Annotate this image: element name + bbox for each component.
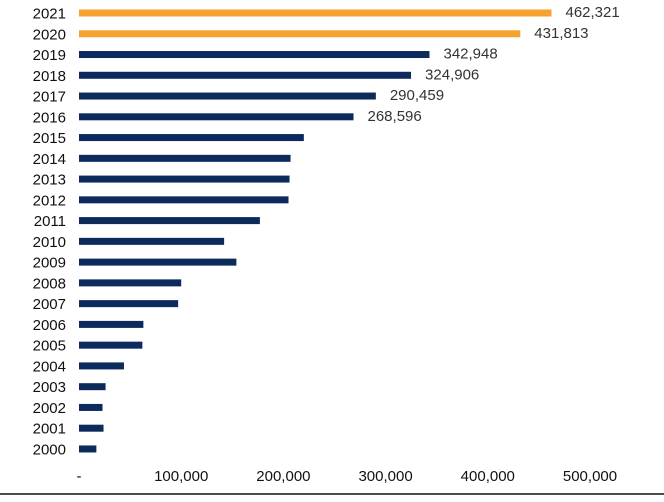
x-tick-label: 200,000 (256, 468, 310, 485)
x-tick-label: - (77, 468, 82, 485)
bars-group (79, 9, 552, 453)
bar-2011 (79, 217, 260, 225)
y-axis-labels: 2021 2020 2019 2018 2017 2016 2015 2014 2013 2012… (33, 6, 66, 459)
data-label-2020: 431,813 (534, 25, 588, 42)
y-label-2016: 2016 (33, 109, 66, 126)
bar-2000 (79, 445, 97, 453)
bar-2015 (79, 134, 304, 142)
y-label-2019: 2019 (33, 47, 66, 64)
y-label-2013: 2013 (33, 172, 66, 189)
x-tick-label: 300,000 (358, 468, 412, 485)
bar-2006 (79, 320, 144, 328)
y-label-2001: 2001 (33, 421, 66, 438)
y-label-2005: 2005 (33, 338, 66, 355)
bar-2003 (79, 383, 106, 391)
y-label-2006: 2006 (33, 317, 66, 334)
y-label-2007: 2007 (33, 296, 66, 313)
data-label-2019: 342,948 (443, 46, 497, 63)
y-label-2020: 2020 (33, 26, 66, 43)
y-label-2008: 2008 (33, 275, 66, 292)
bar-2005 (79, 341, 143, 349)
data-label-2016: 268,596 (368, 108, 422, 125)
bar-2014 (79, 154, 291, 162)
x-tick-label: 100,000 (154, 468, 208, 485)
y-label-2000: 2000 (33, 441, 66, 458)
y-label-2018: 2018 (33, 68, 66, 85)
y-label-2011: 2011 (34, 213, 66, 230)
y-label-2003: 2003 (33, 379, 66, 396)
bar-2002 (79, 403, 103, 411)
bar-2016 (79, 113, 354, 121)
bar-2007 (79, 300, 179, 308)
bar-2013 (79, 175, 290, 183)
bar-2017 (79, 92, 376, 100)
y-label-2002: 2002 (33, 400, 66, 417)
data-label-2017: 290,459 (390, 87, 444, 104)
bar-2018 (79, 71, 412, 79)
bar-2020 (79, 30, 521, 38)
data-label-2021: 462,321 (565, 4, 619, 21)
y-label-2010: 2010 (33, 234, 66, 251)
bar-2001 (79, 424, 104, 432)
y-label-2004: 2004 (33, 358, 66, 375)
bar-2010 (79, 237, 225, 245)
bar-2021 (79, 9, 552, 17)
bar-2008 (79, 279, 182, 287)
x-tick-label: 500,000 (563, 468, 617, 485)
data-label-2018: 324,906 (425, 66, 479, 83)
bar-2004 (79, 362, 124, 370)
y-label-2021: 2021 (33, 6, 66, 23)
bar-2019 (79, 51, 430, 59)
x-axis-labels: - 100,000 200,000 300,000 400,000 500,000 (77, 468, 618, 485)
data-labels: 462,321 431,813 342,948 324,906 290,459 268,5… (368, 4, 620, 125)
y-label-2015: 2015 (33, 130, 66, 147)
bar-2009 (79, 258, 237, 266)
y-label-2012: 2012 (33, 192, 66, 209)
y-label-2017: 2017 (33, 89, 66, 106)
y-label-2014: 2014 (33, 151, 66, 168)
y-label-2009: 2009 (33, 255, 66, 272)
bar-2012 (79, 196, 289, 204)
x-tick-label: 400,000 (461, 468, 515, 485)
